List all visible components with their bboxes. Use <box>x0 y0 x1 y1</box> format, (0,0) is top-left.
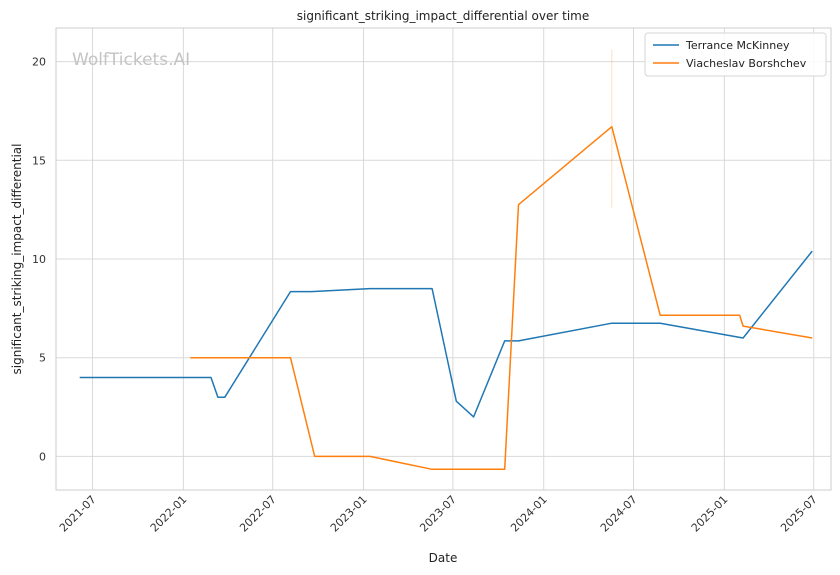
legend-box <box>644 32 827 77</box>
y-axis-label: significant_striking_impact_differential <box>10 144 24 375</box>
legend-label-terrance-mckinney: Terrance McKinney <box>685 39 790 52</box>
y-tick-labels: 0 5 10 15 20 <box>32 56 46 464</box>
watermark: WolfTickets.AI <box>72 50 190 70</box>
y-tick-label: 5 <box>39 352 46 365</box>
y-tick-label: 10 <box>32 253 46 266</box>
y-tick-label: 0 <box>39 450 46 463</box>
grid <box>56 28 831 490</box>
plot-frame <box>55 27 832 491</box>
series-line-viacheslav-borshchev <box>190 125 813 471</box>
y-tick-label: 20 <box>32 56 46 69</box>
series-lines <box>79 125 813 471</box>
legend: Terrance McKinney Viacheslav Borshchev <box>644 32 827 77</box>
y-tick-label: 15 <box>32 154 46 167</box>
x-axis-label: Date <box>429 551 458 565</box>
series-line-terrance-mckinney <box>79 250 813 418</box>
legend-label-viacheslav-borshchev: Viacheslav Borshchev <box>686 57 807 70</box>
chart-title: significant_striking_impact_differential… <box>297 9 589 23</box>
